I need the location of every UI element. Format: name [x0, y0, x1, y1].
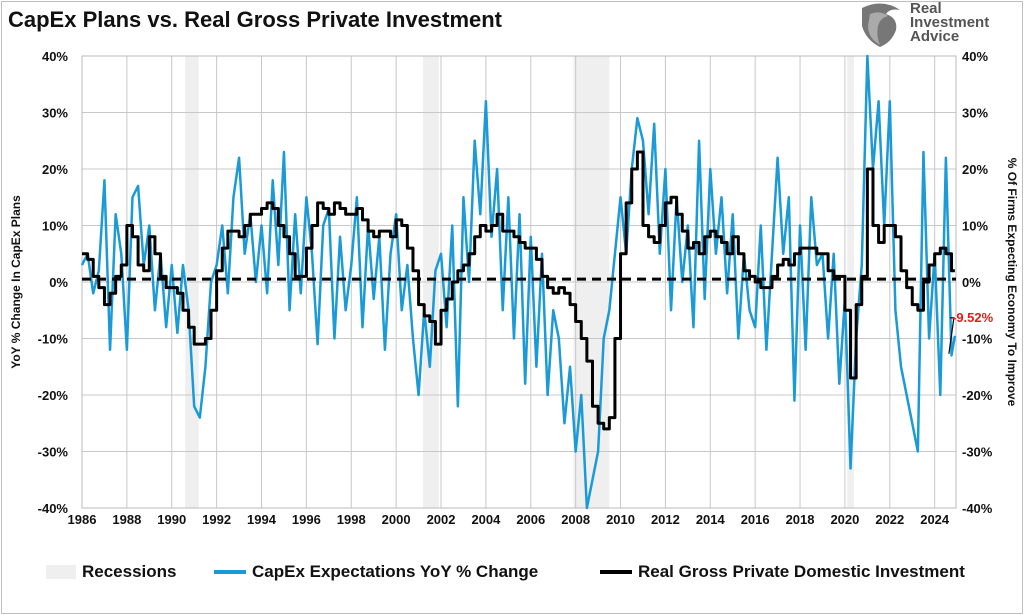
y-axis-label: YoY % Change In CapEx Plans [9, 195, 23, 369]
x-tick-label: 1998 [337, 512, 366, 527]
x-tick-label: 1988 [112, 512, 141, 527]
annotation-leader [948, 317, 955, 354]
x-tick-label: 1996 [292, 512, 321, 527]
x-tick-label: 2006 [516, 512, 545, 527]
y2-axis-label: % Of Firms Expecting Economy To Improve [1005, 158, 1019, 407]
y2-tick-label: -40% [962, 501, 993, 516]
y-tick-label: -30% [38, 445, 69, 460]
legend-label: Real Gross Private Domestic Investment [638, 562, 965, 581]
x-tick-label: 1986 [68, 512, 97, 527]
x-tick-label: 2004 [471, 512, 501, 527]
x-tick-label: 2002 [427, 512, 456, 527]
y-tick-label: 40% [42, 49, 68, 64]
y-tick-label: 10% [42, 219, 68, 234]
legend-capex: CapEx Expectations YoY % Change [214, 562, 538, 582]
legend-swatch-capex [214, 570, 246, 574]
y2-tick-label: 30% [962, 106, 988, 121]
y-tick-label: 20% [42, 162, 68, 177]
logo-line-1: Real [910, 0, 942, 17]
y2-tick-label: -10% [962, 332, 993, 347]
legend-swatch-recessions [46, 565, 76, 579]
y-tick-label: -10% [38, 332, 69, 347]
chart-plot: 1986 1988 1990 1992 1994 1996 1998 2000 2002 2004… [9, 49, 1019, 527]
y2-tick-label: 20% [962, 162, 988, 177]
legend-recessions: Recessions [46, 562, 177, 582]
y2-tick-label: -20% [962, 388, 993, 403]
x-tick-label: 2000 [382, 512, 411, 527]
x-tick-label: 2014 [696, 512, 726, 527]
x-tick-label: 1992 [202, 512, 231, 527]
x-tick-label: 2016 [741, 512, 770, 527]
x-tick-label: 2010 [606, 512, 635, 527]
legend: Recessions CapEx Expectations YoY % Chan… [0, 562, 1024, 586]
chart-title: CapEx Plans vs. Real Gross Private Inves… [8, 7, 503, 32]
y-tick-label: 30% [42, 106, 68, 121]
logo-line-3: Advice [910, 28, 960, 45]
x-tick-label: 1994 [247, 512, 277, 527]
y-tick-label: -40% [38, 501, 69, 516]
y2-tick-label: 40% [962, 49, 988, 64]
logo-line-2: Investment [910, 14, 990, 31]
y-tick-label: 0% [49, 275, 68, 290]
legend-label: Recessions [82, 562, 177, 581]
y2-tick-label: 10% [962, 219, 988, 234]
legend-label: CapEx Expectations YoY % Change [252, 562, 539, 581]
y-tick-label: -20% [38, 388, 69, 403]
x-tick-label: 2018 [786, 512, 815, 527]
x-tick-label: 2012 [651, 512, 680, 527]
legend-investment: Real Gross Private Domestic Investment [600, 562, 965, 582]
y2-tick-label: 0% [962, 275, 981, 290]
x-tick-label: 2024 [920, 512, 950, 527]
x-tick-label: 2022 [875, 512, 904, 527]
annotation-label: -9.52% [952, 310, 994, 325]
x-tick-label: 2008 [561, 512, 590, 527]
logo: Real Investment Advice [852, 0, 1022, 48]
eagle-logo-icon [862, 3, 900, 48]
plot-border [81, 55, 957, 509]
legend-swatch-investment [600, 570, 632, 574]
x-tick-label: 2020 [830, 512, 859, 527]
x-tick-label: 1990 [157, 512, 186, 527]
y2-tick-label: -30% [962, 445, 993, 460]
